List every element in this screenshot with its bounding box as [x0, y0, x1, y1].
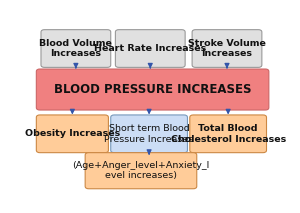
Text: Stroke Volume
Increases: Stroke Volume Increases [188, 39, 266, 58]
FancyBboxPatch shape [192, 30, 262, 67]
FancyBboxPatch shape [36, 115, 108, 153]
FancyBboxPatch shape [116, 30, 185, 67]
Text: Heart Rate Increases: Heart Rate Increases [94, 44, 206, 53]
Text: (Age+Anger_level+Anxiety_l
evel increases): (Age+Anger_level+Anxiety_l evel increase… [72, 161, 210, 180]
Text: BLOOD PRESSURE INCREASES: BLOOD PRESSURE INCREASES [54, 83, 251, 96]
Text: Blood Volume
Increases: Blood Volume Increases [39, 39, 112, 58]
Text: Obesity Increases: Obesity Increases [25, 129, 120, 138]
FancyBboxPatch shape [111, 115, 188, 153]
FancyBboxPatch shape [36, 69, 269, 110]
Text: Total Blood
Cholesterol Increases: Total Blood Cholesterol Increases [170, 124, 286, 144]
FancyBboxPatch shape [85, 153, 197, 189]
FancyBboxPatch shape [190, 115, 266, 153]
FancyBboxPatch shape [41, 30, 111, 67]
Text: Short term Blood
Pressure Increases: Short term Blood Pressure Increases [104, 124, 194, 144]
